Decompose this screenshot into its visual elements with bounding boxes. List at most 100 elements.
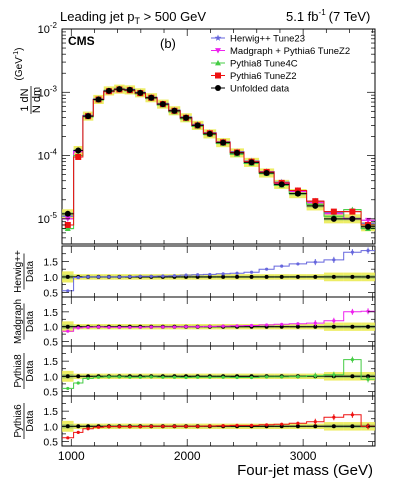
ratio-ylabel-denom: Data bbox=[25, 311, 36, 333]
ratio-ylabel-num: Pythia6 bbox=[13, 404, 24, 438]
ratio-ytick-label: 1.5 bbox=[43, 256, 58, 268]
main-point bbox=[234, 149, 241, 156]
ratio-mc-point bbox=[296, 375, 300, 379]
ratio-data-point bbox=[295, 274, 300, 279]
ratio-mc-point bbox=[235, 324, 239, 328]
ratio-data-point bbox=[350, 424, 355, 429]
ratio-ytick-label: 0.5 bbox=[43, 386, 58, 398]
ratio-mc-point bbox=[149, 274, 153, 278]
ratio-mc-point bbox=[76, 275, 80, 280]
ratio-mc-point bbox=[107, 425, 111, 429]
main-ytick-label: 10-3 bbox=[38, 84, 58, 99]
main-point bbox=[365, 217, 372, 224]
legend-marker bbox=[215, 60, 221, 66]
main-point bbox=[85, 113, 92, 120]
ratio-mc-point bbox=[172, 375, 177, 379]
header-left-sub: T bbox=[134, 16, 140, 26]
main-point bbox=[365, 223, 372, 230]
ratio-mc-point bbox=[128, 275, 132, 279]
ratio-ytick-label: 1.0 bbox=[43, 272, 58, 284]
header-left-suffix: > 500 GeV bbox=[140, 9, 206, 24]
ratio-mc-point bbox=[86, 427, 90, 431]
ratio-data-point bbox=[76, 374, 81, 379]
x-axis-labels: 1000 2000 3000 bbox=[58, 449, 317, 463]
ratio-mc-point bbox=[172, 274, 177, 278]
ratio-mc-point bbox=[161, 375, 165, 379]
legend-marker bbox=[215, 85, 221, 91]
ratio-ylabel: Herwig++ Data bbox=[13, 250, 36, 293]
legend-item: Madgraph + Pythia6 TuneZ2 bbox=[211, 46, 350, 57]
main-point bbox=[312, 198, 319, 205]
main-uncertainty-bands bbox=[62, 84, 375, 232]
ratio-data-point bbox=[235, 274, 240, 279]
ratio-mc-point bbox=[196, 273, 200, 277]
main-point bbox=[330, 215, 337, 222]
legend-marker bbox=[215, 48, 221, 54]
ratio-mc-point bbox=[249, 375, 254, 380]
ratio-ylabel-denom: Data bbox=[25, 410, 36, 432]
main-point bbox=[294, 190, 301, 197]
ratio-mc-point bbox=[280, 375, 284, 379]
ratio-mc-point bbox=[161, 424, 165, 428]
ratio-mc-point bbox=[96, 275, 101, 279]
main-point bbox=[248, 159, 255, 166]
ratio-ytick-label: 0.5 bbox=[43, 337, 58, 349]
ratio-mc-point bbox=[221, 324, 225, 328]
main-series-line bbox=[62, 89, 375, 221]
ratio-mc-point bbox=[128, 375, 132, 379]
ratio-mc-point bbox=[249, 423, 254, 427]
ratio-mc-point bbox=[107, 325, 111, 329]
ratio-mc-point bbox=[149, 424, 153, 428]
main-ylabel-unit: (GeV-1) bbox=[13, 48, 25, 81]
main-ylabel: 1 dN N dm bbox=[19, 86, 43, 114]
ratio-mc-point bbox=[235, 423, 239, 427]
ratio-mc-point bbox=[221, 375, 225, 379]
ratio-data-point bbox=[279, 324, 284, 329]
ratio-mc-point bbox=[350, 250, 354, 254]
main-point bbox=[220, 139, 227, 146]
main-series-square bbox=[62, 86, 375, 228]
ratio-mc-point bbox=[149, 325, 153, 329]
main-point bbox=[75, 153, 82, 160]
main-point bbox=[148, 94, 155, 101]
main-point bbox=[194, 122, 201, 129]
header-left-prefix: Leading jet p bbox=[60, 9, 134, 24]
main-ytick-label: 10-4 bbox=[38, 148, 58, 163]
legend-item: Unfolded data bbox=[211, 84, 290, 95]
ratio-mc-point bbox=[313, 321, 317, 325]
ratio-ytick-label: 0.5 bbox=[43, 287, 58, 299]
ratio-mc-point bbox=[76, 430, 80, 434]
ratio-ylabel-denom: Data bbox=[25, 261, 36, 283]
main-point bbox=[126, 86, 133, 93]
main-point bbox=[278, 181, 285, 188]
ratio-panel-madgraph: 0.5 1.0 1.5 Madgraph Data bbox=[13, 296, 376, 349]
ratio-mc-point bbox=[96, 375, 101, 379]
ratio-mc-point bbox=[107, 375, 111, 379]
main-series-circle bbox=[62, 86, 375, 230]
ratio-mc-point bbox=[350, 413, 354, 417]
main-point bbox=[349, 208, 356, 215]
ratio-data-point bbox=[295, 324, 300, 329]
ratio-mc-point bbox=[235, 271, 239, 275]
main-point bbox=[95, 96, 102, 103]
ratio-mc-point bbox=[138, 274, 142, 278]
ratio-frame bbox=[61, 395, 376, 447]
ratio-mc-point bbox=[208, 424, 212, 428]
ratio-data-point bbox=[279, 274, 284, 279]
ratio-mc-point bbox=[280, 422, 284, 426]
main-series-star bbox=[62, 85, 375, 227]
main-ytick-label: 10-5 bbox=[38, 211, 58, 226]
ratio-data-point bbox=[264, 274, 269, 279]
ratio-mc-line bbox=[62, 359, 375, 389]
ratio-ylabel-num: Herwig++ bbox=[13, 250, 24, 293]
ratio-data-point bbox=[313, 324, 318, 329]
ratio-ytick-label: 1.0 bbox=[43, 421, 58, 433]
ratio-data-point bbox=[207, 274, 212, 279]
header-lumi-exp: -1 bbox=[319, 8, 327, 17]
header: Leading jet pT > 500 GeV 5.1 fb-1 (7 TeV) bbox=[60, 8, 370, 26]
main-point bbox=[159, 101, 166, 108]
ratio-mc-point bbox=[366, 249, 370, 253]
ratio-mc-point bbox=[172, 424, 177, 428]
